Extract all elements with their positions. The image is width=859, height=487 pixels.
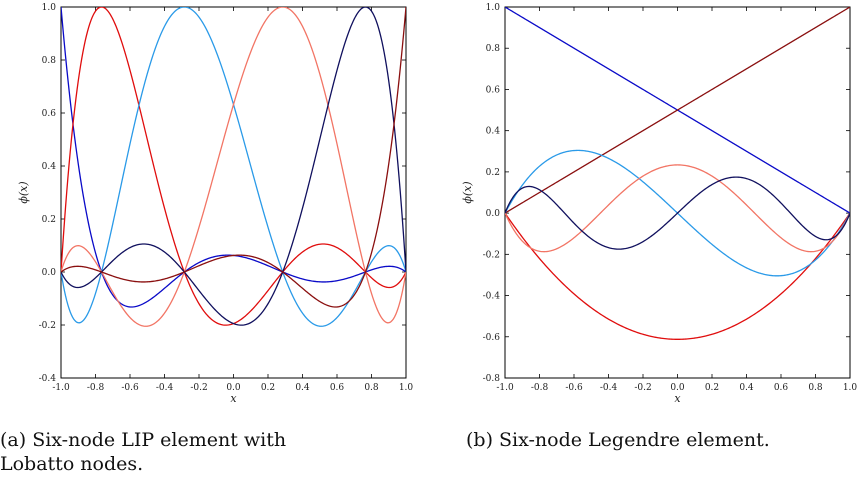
caption-a: (a) Six-node LIP element with Lobatto no… — [0, 429, 287, 475]
x-tick-label: -0.2 — [634, 383, 651, 393]
x-tick-label: -0.6 — [565, 383, 583, 393]
x-tick-label: -0.4 — [600, 383, 618, 393]
x-tick-label: -0.2 — [190, 383, 207, 393]
y-axis-label: ϕ(x) — [17, 181, 30, 203]
x-tick-label: 0.8 — [808, 383, 823, 393]
series-line-6 — [505, 176, 850, 250]
chart-lip-lobatto: -1.0 -0.8 -0.6 -0.4 -0.2 0.0 0.2 0.4 0.6 0.8 1.0 -0… — [17, 3, 413, 405]
y-tick-label: 0.6 — [42, 109, 57, 119]
series-line-1 — [61, 7, 406, 308]
x-tick-label: 0.0 — [226, 383, 241, 393]
y-tick-label: 0.0 — [486, 209, 501, 219]
y-tick-label: -0.4 — [39, 374, 57, 384]
x-tick-label: 0.6 — [330, 383, 345, 393]
y-tick-label: -0.2 — [483, 250, 500, 260]
x-tick-label: 1.0 — [399, 383, 414, 393]
series-line-4 — [61, 7, 406, 327]
x-tick-label: -1.0 — [496, 383, 514, 393]
x-tick-label: 0.4 — [739, 383, 754, 393]
x-tick-label: -1.0 — [52, 383, 70, 393]
x-tick-label: 0.6 — [774, 383, 789, 393]
x-tick-label: -0.4 — [156, 383, 174, 393]
series-line-5 — [61, 7, 406, 326]
series-line-6 — [61, 7, 406, 308]
x-tick-label: -0.8 — [87, 383, 105, 393]
y-tick-label: 0.8 — [42, 56, 57, 66]
y-tick-label: 0.4 — [42, 162, 57, 172]
y-tick-label: -0.6 — [483, 333, 501, 343]
y-tick-label: -0.8 — [483, 374, 501, 384]
series-line-5 — [505, 164, 850, 253]
x-axis-label: x — [230, 392, 237, 405]
x-tick-label: 0.0 — [670, 383, 685, 393]
y-axis-label: ϕ(x) — [461, 181, 474, 203]
y-tick-label: 0.0 — [42, 268, 57, 278]
x-tick-label: 0.2 — [261, 383, 275, 393]
y-tick-label: 1.0 — [42, 3, 57, 13]
y-tick-label: 0.2 — [486, 168, 500, 178]
caption-b: (b) Six-node Legendre element. — [466, 429, 770, 451]
plot-frame — [60, 6, 407, 379]
y-tick-label: 0.2 — [42, 215, 56, 225]
x-tick-label: -0.8 — [531, 383, 549, 393]
plot-frame — [504, 6, 851, 379]
y-tick-label: -0.2 — [39, 321, 56, 331]
y-tick-label: -0.4 — [483, 292, 501, 302]
y-tick-label: 0.4 — [486, 127, 501, 137]
series-line-2 — [61, 7, 406, 326]
x-tick-label: -0.6 — [121, 383, 139, 393]
x-axis-label: x — [674, 392, 681, 405]
figure: -1.0 -0.8 -0.6 -0.4 -0.2 0.0 0.2 0.4 0.6 0.8 1.0-0… — [17, 3, 857, 405]
series-line-2 — [505, 7, 850, 214]
x-tick-label: 0.4 — [295, 383, 310, 393]
x-tick-label: 0.2 — [705, 383, 719, 393]
chart-legendre: -1.0 -0.8 -0.6 -0.4 -0.2 0.0 0.2 0.4 0.6 0.8 1.0-0… — [461, 3, 857, 405]
x-tick-label: 0.8 — [364, 383, 379, 393]
y-tick-label: 1.0 — [486, 3, 501, 13]
y-tick-label: 0.6 — [486, 85, 501, 95]
y-tick-label: 0.8 — [486, 44, 501, 54]
x-tick-label: 1.0 — [843, 383, 858, 393]
series-line-3 — [61, 7, 406, 327]
series-line-3 — [505, 212, 850, 340]
